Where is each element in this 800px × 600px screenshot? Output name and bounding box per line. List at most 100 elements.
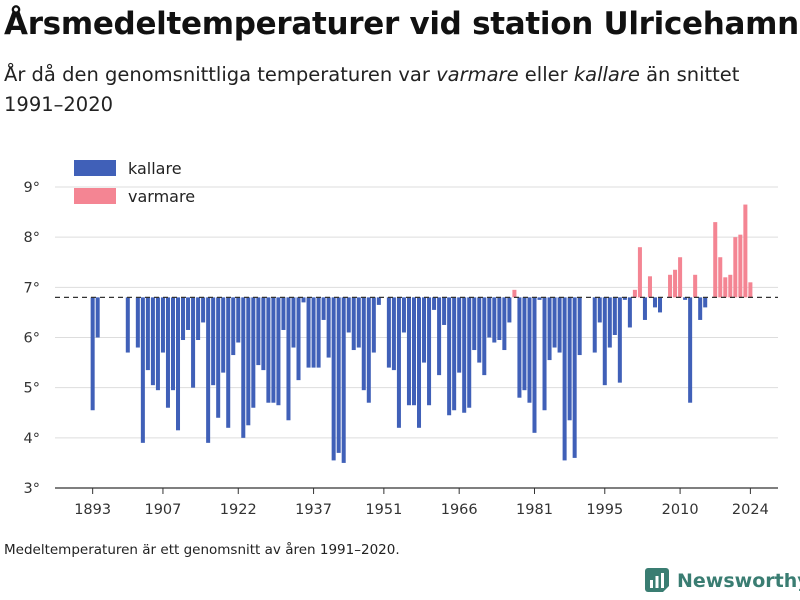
bar-colder [341,297,346,463]
bar-colder [517,297,522,398]
y-tick-label: 5° [24,381,40,397]
bar-colder [467,297,472,408]
bar-colder [346,297,351,333]
bar-colder [597,297,602,323]
bar-colder [396,297,401,428]
bar-colder [351,297,356,351]
bar-colder [477,297,482,363]
legend-label: kallare [128,159,182,178]
bar-colder [437,297,442,376]
bar-colder [642,297,647,320]
bar-colder [452,297,457,411]
bar-colder [135,297,140,348]
bar-warmer [678,257,683,298]
bar-colder [617,297,622,383]
bar-colder [296,297,301,381]
bar-colder [542,297,547,411]
bar-colder [442,297,447,325]
bar-colder [492,297,497,343]
bar-colder [522,297,527,391]
x-tick-label: 2024 [732,502,769,518]
bar-colder [577,297,582,356]
bar-colder [703,297,708,308]
legend-swatch [74,188,116,204]
subtitle-part-1: År då den genomsnittliga temperaturen va… [4,63,437,86]
bar-colder [432,297,437,310]
bar-colder [627,297,632,328]
bar-warmer [738,234,743,298]
bar-warmer [512,289,517,298]
bar-series [90,204,753,463]
bar-colder [417,297,422,428]
bar-colder [286,297,291,421]
bar-colder [181,297,186,341]
bar-colder [507,297,512,323]
bar-colder [316,297,321,368]
bar-colder [176,297,181,431]
bar-colder [482,297,487,376]
bar-colder [562,297,567,461]
bar-colder [331,297,336,461]
bar-colder [306,297,311,368]
bar-warmer [647,276,652,298]
x-tick-label: 1937 [295,502,332,518]
bar-colder [221,297,226,373]
bar-colder [150,297,155,386]
bar-colder [256,297,261,366]
subtitle-word-colder: kallare [573,63,640,86]
bar-colder [472,297,477,351]
bar-warmer [713,222,718,298]
y-tick-label: 6° [24,331,40,347]
bar-colder [487,297,492,338]
subtitle-part-3: än snittet 1991–2020 [4,63,740,116]
bar-colder [462,297,467,413]
bar-colder [211,297,216,386]
bar-colder [567,297,572,421]
bar-colder [281,297,286,330]
bar-colder [155,297,160,391]
bar-colder [547,297,552,361]
bar-warmer [668,274,673,298]
bar-colder [301,297,306,303]
bar-colder [537,297,542,300]
bar-warmer [637,247,642,298]
bar-colder [422,297,427,363]
bar-colder [497,297,502,341]
bar-colder [552,297,557,348]
subtitle-word-warmer: varmare [436,63,519,86]
y-tick-label: 3° [24,481,40,497]
chart-legend: kallare varmare [74,159,195,206]
chart-subtitle: År då den genomsnittliga temperaturen va… [4,60,784,120]
brand-logo: Newsworthy [645,568,800,594]
bar-warmer [723,277,728,298]
bar-colder [95,297,100,338]
bar-colder [216,297,221,418]
bar-colder [191,297,196,388]
bar-colder [366,297,371,403]
bar-colder [125,297,130,353]
bar-colder [226,297,231,428]
bar-colder [196,297,201,341]
bar-colder [401,297,406,333]
bar-colder [427,297,432,406]
bar-warmer [673,269,678,298]
bar-colder [251,297,256,408]
bar-colder [321,297,326,320]
bar-colder [170,297,175,391]
x-tick-label: 2010 [662,502,699,518]
bar-colder [457,297,462,373]
bar-colder [557,297,562,353]
newsworthy-logo-icon [645,568,669,592]
bar-colder [236,297,241,343]
x-tick-label: 1922 [220,502,257,518]
bar-colder [140,297,145,443]
bar-warmer [693,274,698,298]
bar-colder [356,297,361,348]
y-axis-ticks: 3° 4° 5° 6° 7° 8° 9° [24,180,40,497]
bar-warmer [632,289,637,298]
bar-colder [683,297,688,300]
y-tick-label: 9° [24,180,40,196]
bar-colder [376,297,381,305]
brand-name: Newsworthy [677,570,800,592]
gridlines [55,186,778,439]
